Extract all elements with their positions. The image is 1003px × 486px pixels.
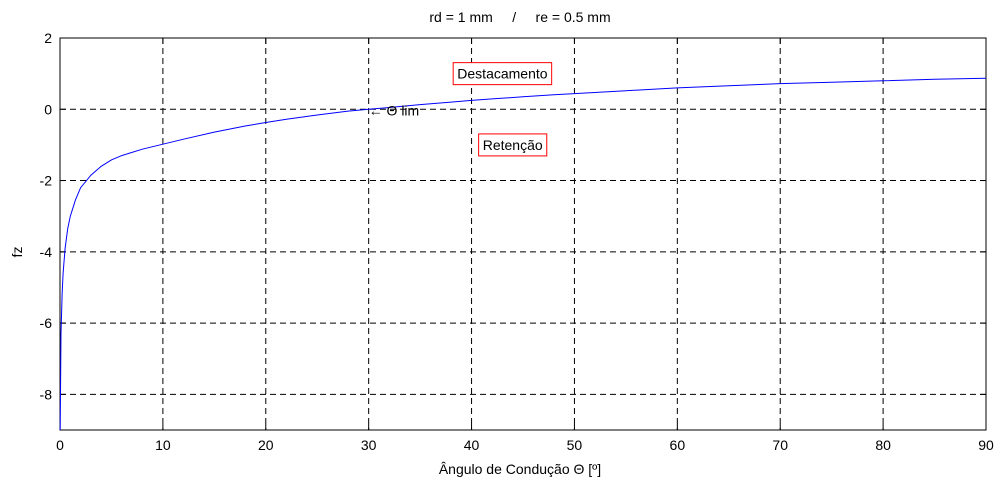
theta-lim-annotation: ← Θ lim	[369, 102, 420, 118]
y-tick-label-1: 0	[44, 101, 52, 117]
annotation-box-1	[478, 133, 548, 157]
y-tick-label-3: -4	[40, 244, 53, 260]
x-tick-label-8: 80	[875, 437, 891, 453]
x-tick-label-5: 50	[567, 437, 583, 453]
series-line-0	[59, 77, 987, 431]
x-axis-label: Ângulo de Condução Θ [º]	[439, 461, 601, 477]
x-tick-label-2: 20	[258, 437, 274, 453]
annotation-box-0	[452, 62, 553, 86]
x-tick-label-0: 0	[56, 437, 64, 453]
y-tick-label-0: 2	[44, 30, 52, 46]
y-tick-label-2: -2	[40, 173, 53, 189]
annotation-label-0: Destacamento	[457, 66, 547, 82]
y-tick-label-4: -6	[40, 315, 53, 331]
x-tick-label-1: 10	[155, 437, 171, 453]
x-tick-label-4: 40	[464, 437, 480, 453]
x-tick-label-3: 30	[361, 437, 377, 453]
x-tick-label-6: 60	[670, 437, 686, 453]
chart-title: rd = 1 mm / re = 0.5 mm	[429, 9, 610, 25]
x-tick-label-7: 70	[772, 437, 788, 453]
annotation-label-1: Retenção	[483, 137, 543, 153]
y-axis-label: fz	[9, 247, 25, 258]
plot-frame	[59, 37, 987, 431]
y-tick-label-5: -8	[40, 386, 53, 402]
x-tick-label-9: 90	[978, 437, 994, 453]
plot-background	[60, 38, 986, 430]
